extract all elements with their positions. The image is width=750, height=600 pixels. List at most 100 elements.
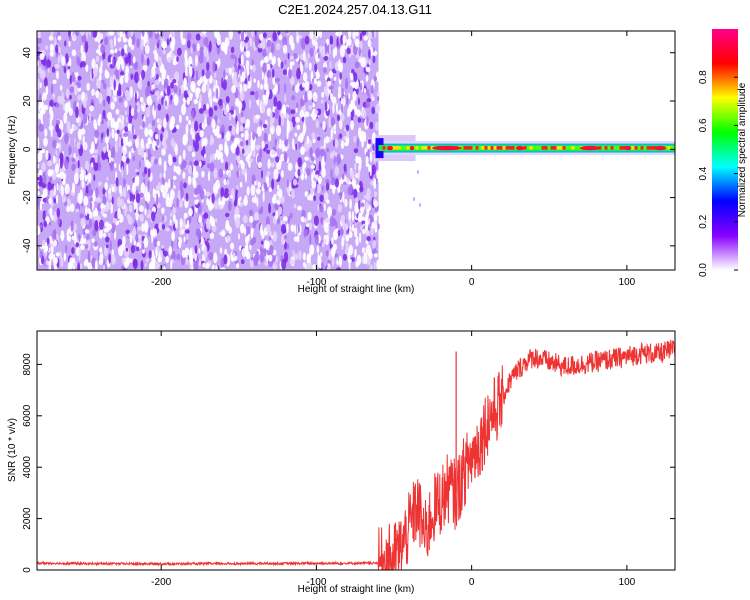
noise-speckle <box>153 238 158 248</box>
noise-speckle <box>373 177 377 190</box>
carrier-core-cell <box>532 146 536 150</box>
noise-speckle <box>218 204 222 210</box>
carrier-core-cell <box>673 146 675 150</box>
noise-speckle <box>157 56 162 68</box>
noise-speckle <box>324 42 328 55</box>
noise-speckle <box>153 62 157 69</box>
noise-speckle <box>71 235 75 241</box>
noise-speckle <box>339 133 343 139</box>
spectrogram-x-axis-label: Height of straight line (km) <box>298 284 415 295</box>
noise-speckle <box>241 41 246 47</box>
noise-speckle <box>59 84 63 91</box>
noise-speckle <box>48 176 53 183</box>
noise-speckle <box>115 108 120 115</box>
noise-speckle <box>48 197 52 205</box>
noise-speckle <box>296 33 300 44</box>
noise-speckle <box>373 153 376 164</box>
noise-speckle <box>260 206 264 214</box>
noise-speckle <box>75 106 79 119</box>
noise-speckle <box>214 264 218 270</box>
noise-speckle <box>360 202 365 208</box>
noise-speckle <box>327 206 332 217</box>
noise-speckle <box>69 257 74 263</box>
noise-speckle <box>233 137 238 149</box>
noise-speckle <box>106 128 110 137</box>
noise-speckle <box>235 145 240 156</box>
noise-speckle <box>252 131 256 141</box>
noise-speckle <box>349 198 352 210</box>
noise-speckle <box>304 91 308 103</box>
noise-speckle <box>86 82 90 91</box>
noise-speckle <box>39 200 43 211</box>
noise-speckle <box>85 185 89 194</box>
noise-speckle <box>325 182 330 191</box>
noise-speckle <box>344 223 349 230</box>
noise-speckle <box>328 43 331 55</box>
noise-speckle <box>303 228 307 238</box>
noise-speckle <box>44 77 48 88</box>
noise-speckle <box>299 60 303 72</box>
noise-speckle <box>101 79 105 84</box>
noise-speckle <box>245 172 247 183</box>
noise-speckle <box>151 232 154 244</box>
noise-speckle <box>353 227 358 238</box>
noise-speckle <box>187 39 191 49</box>
noise-speckle <box>337 204 342 213</box>
noise-speckle <box>314 234 319 245</box>
noise-speckle <box>134 219 137 227</box>
noise-speckle <box>277 82 280 95</box>
noise-speckle <box>367 138 372 145</box>
noise-speckle <box>298 132 304 143</box>
noise-speckle <box>376 223 380 230</box>
noise-speckle <box>372 144 375 152</box>
noise-speckle <box>183 182 187 189</box>
noise-speckle <box>246 145 251 154</box>
noise-speckle <box>359 82 363 91</box>
noise-speckle <box>272 55 277 65</box>
noise-speckle <box>92 31 98 38</box>
noise-speckle <box>341 87 344 99</box>
noise-speckle <box>198 258 202 267</box>
noise-speckle <box>53 184 56 197</box>
noise-speckle <box>218 58 221 67</box>
noise-speckle <box>373 31 377 38</box>
noise-speckle <box>137 226 142 232</box>
snr-y-tick-label: 0 <box>22 567 33 573</box>
noise-speckle <box>104 221 110 228</box>
noise-speckle <box>94 129 100 139</box>
noise-speckle <box>185 115 189 121</box>
noise-speckle <box>106 201 112 210</box>
noise-speckle <box>37 176 43 181</box>
noise-speckle <box>366 88 370 97</box>
noise-speckle <box>170 52 175 61</box>
noise-speckle <box>173 94 179 106</box>
carrier-peak <box>654 145 666 151</box>
noise-speckle <box>45 260 49 266</box>
noise-speckle <box>93 240 98 247</box>
noise-speckle <box>225 223 231 231</box>
noise-speckle <box>240 116 246 124</box>
noise-speckle <box>301 116 305 122</box>
noise-speckle <box>39 53 45 60</box>
noise-speckle <box>148 209 151 217</box>
noise-speckle <box>292 178 298 186</box>
carrier-core-cell <box>553 146 557 150</box>
colorbar: 0.0 0.2 0.4 0.6 0.8 Normalized spectral ampl… <box>698 29 748 277</box>
noise-speckle <box>366 98 372 103</box>
noise-speckle <box>57 31 60 37</box>
colorbar-tick-label: 0.0 <box>698 263 709 277</box>
noise-speckle <box>186 233 189 241</box>
noise-speckle <box>312 91 318 103</box>
noise-speckle <box>94 220 99 232</box>
noise-speckle <box>365 155 369 165</box>
noise-speckle <box>345 234 350 242</box>
noise-speckle <box>71 72 75 83</box>
noise-speckle <box>312 138 316 144</box>
noise-speckle <box>286 223 289 234</box>
noise-speckle <box>128 112 133 125</box>
noise-speckle <box>214 72 217 78</box>
noise-speckle <box>329 216 335 227</box>
noise-speckle <box>161 148 166 156</box>
noise-speckle <box>38 150 43 162</box>
noise-speckle <box>306 223 310 228</box>
